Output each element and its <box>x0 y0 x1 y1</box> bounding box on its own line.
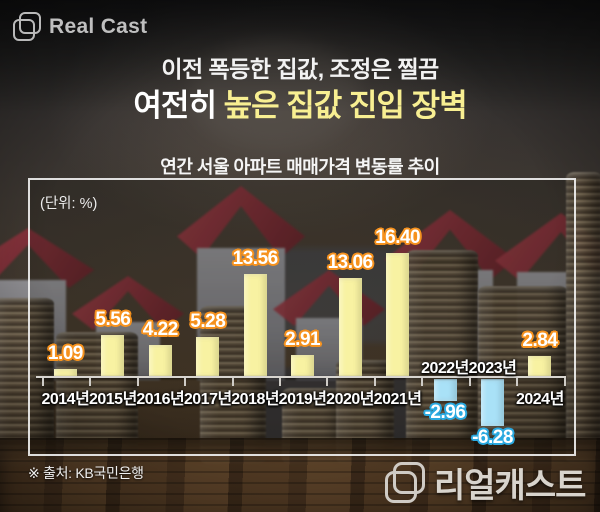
headline: 여전히 높은 집값 진입 장벽 <box>0 80 600 125</box>
bar-value-label: 13.56 <box>232 248 279 269</box>
bar-positive <box>196 337 220 377</box>
bar-value-label: 2.91 <box>285 329 321 350</box>
logo-text: Real Cast <box>49 15 148 38</box>
realcast-logo: Real Cast <box>12 12 147 42</box>
bar-value-label: -2.96 <box>424 402 466 423</box>
axis-tick <box>468 378 471 386</box>
headline-highlight: 높은 집값 진입 장벽 <box>223 88 468 123</box>
unit-label: (단위: %) <box>40 196 98 212</box>
bar-value-label: 1.09 <box>47 343 83 364</box>
axis-year-label: 2023년 <box>468 360 517 377</box>
subtitle: 이전 폭등한 집값, 조정은 찔끔 <box>161 56 439 82</box>
overlapping-squares-icon <box>384 461 426 504</box>
bar-value-label: 16.40 <box>375 227 421 248</box>
axis-year-label: 2024년 <box>515 391 564 408</box>
bar-positive <box>291 355 315 377</box>
headline-prefix: 여전히 <box>133 88 224 123</box>
bar-positive <box>148 345 172 377</box>
bar-positive <box>338 278 362 377</box>
bar-value-label: 13.06 <box>327 252 374 273</box>
source-note: ※ 출처: KB국민은행 <box>28 465 144 481</box>
bar-value-label: 5.28 <box>190 311 226 332</box>
overlapping-squares-icon <box>12 12 42 42</box>
chart-title: 연간 서울 아파트 매매가격 변동률 추이 <box>160 157 440 177</box>
bar-value-label: 2.84 <box>522 330 558 351</box>
realcast-footer-logo: 리얼캐스트 <box>384 458 586 507</box>
footer-logo-text: 리얼캐스트 <box>434 467 586 505</box>
bar-value-label: -6.28 <box>472 427 513 448</box>
